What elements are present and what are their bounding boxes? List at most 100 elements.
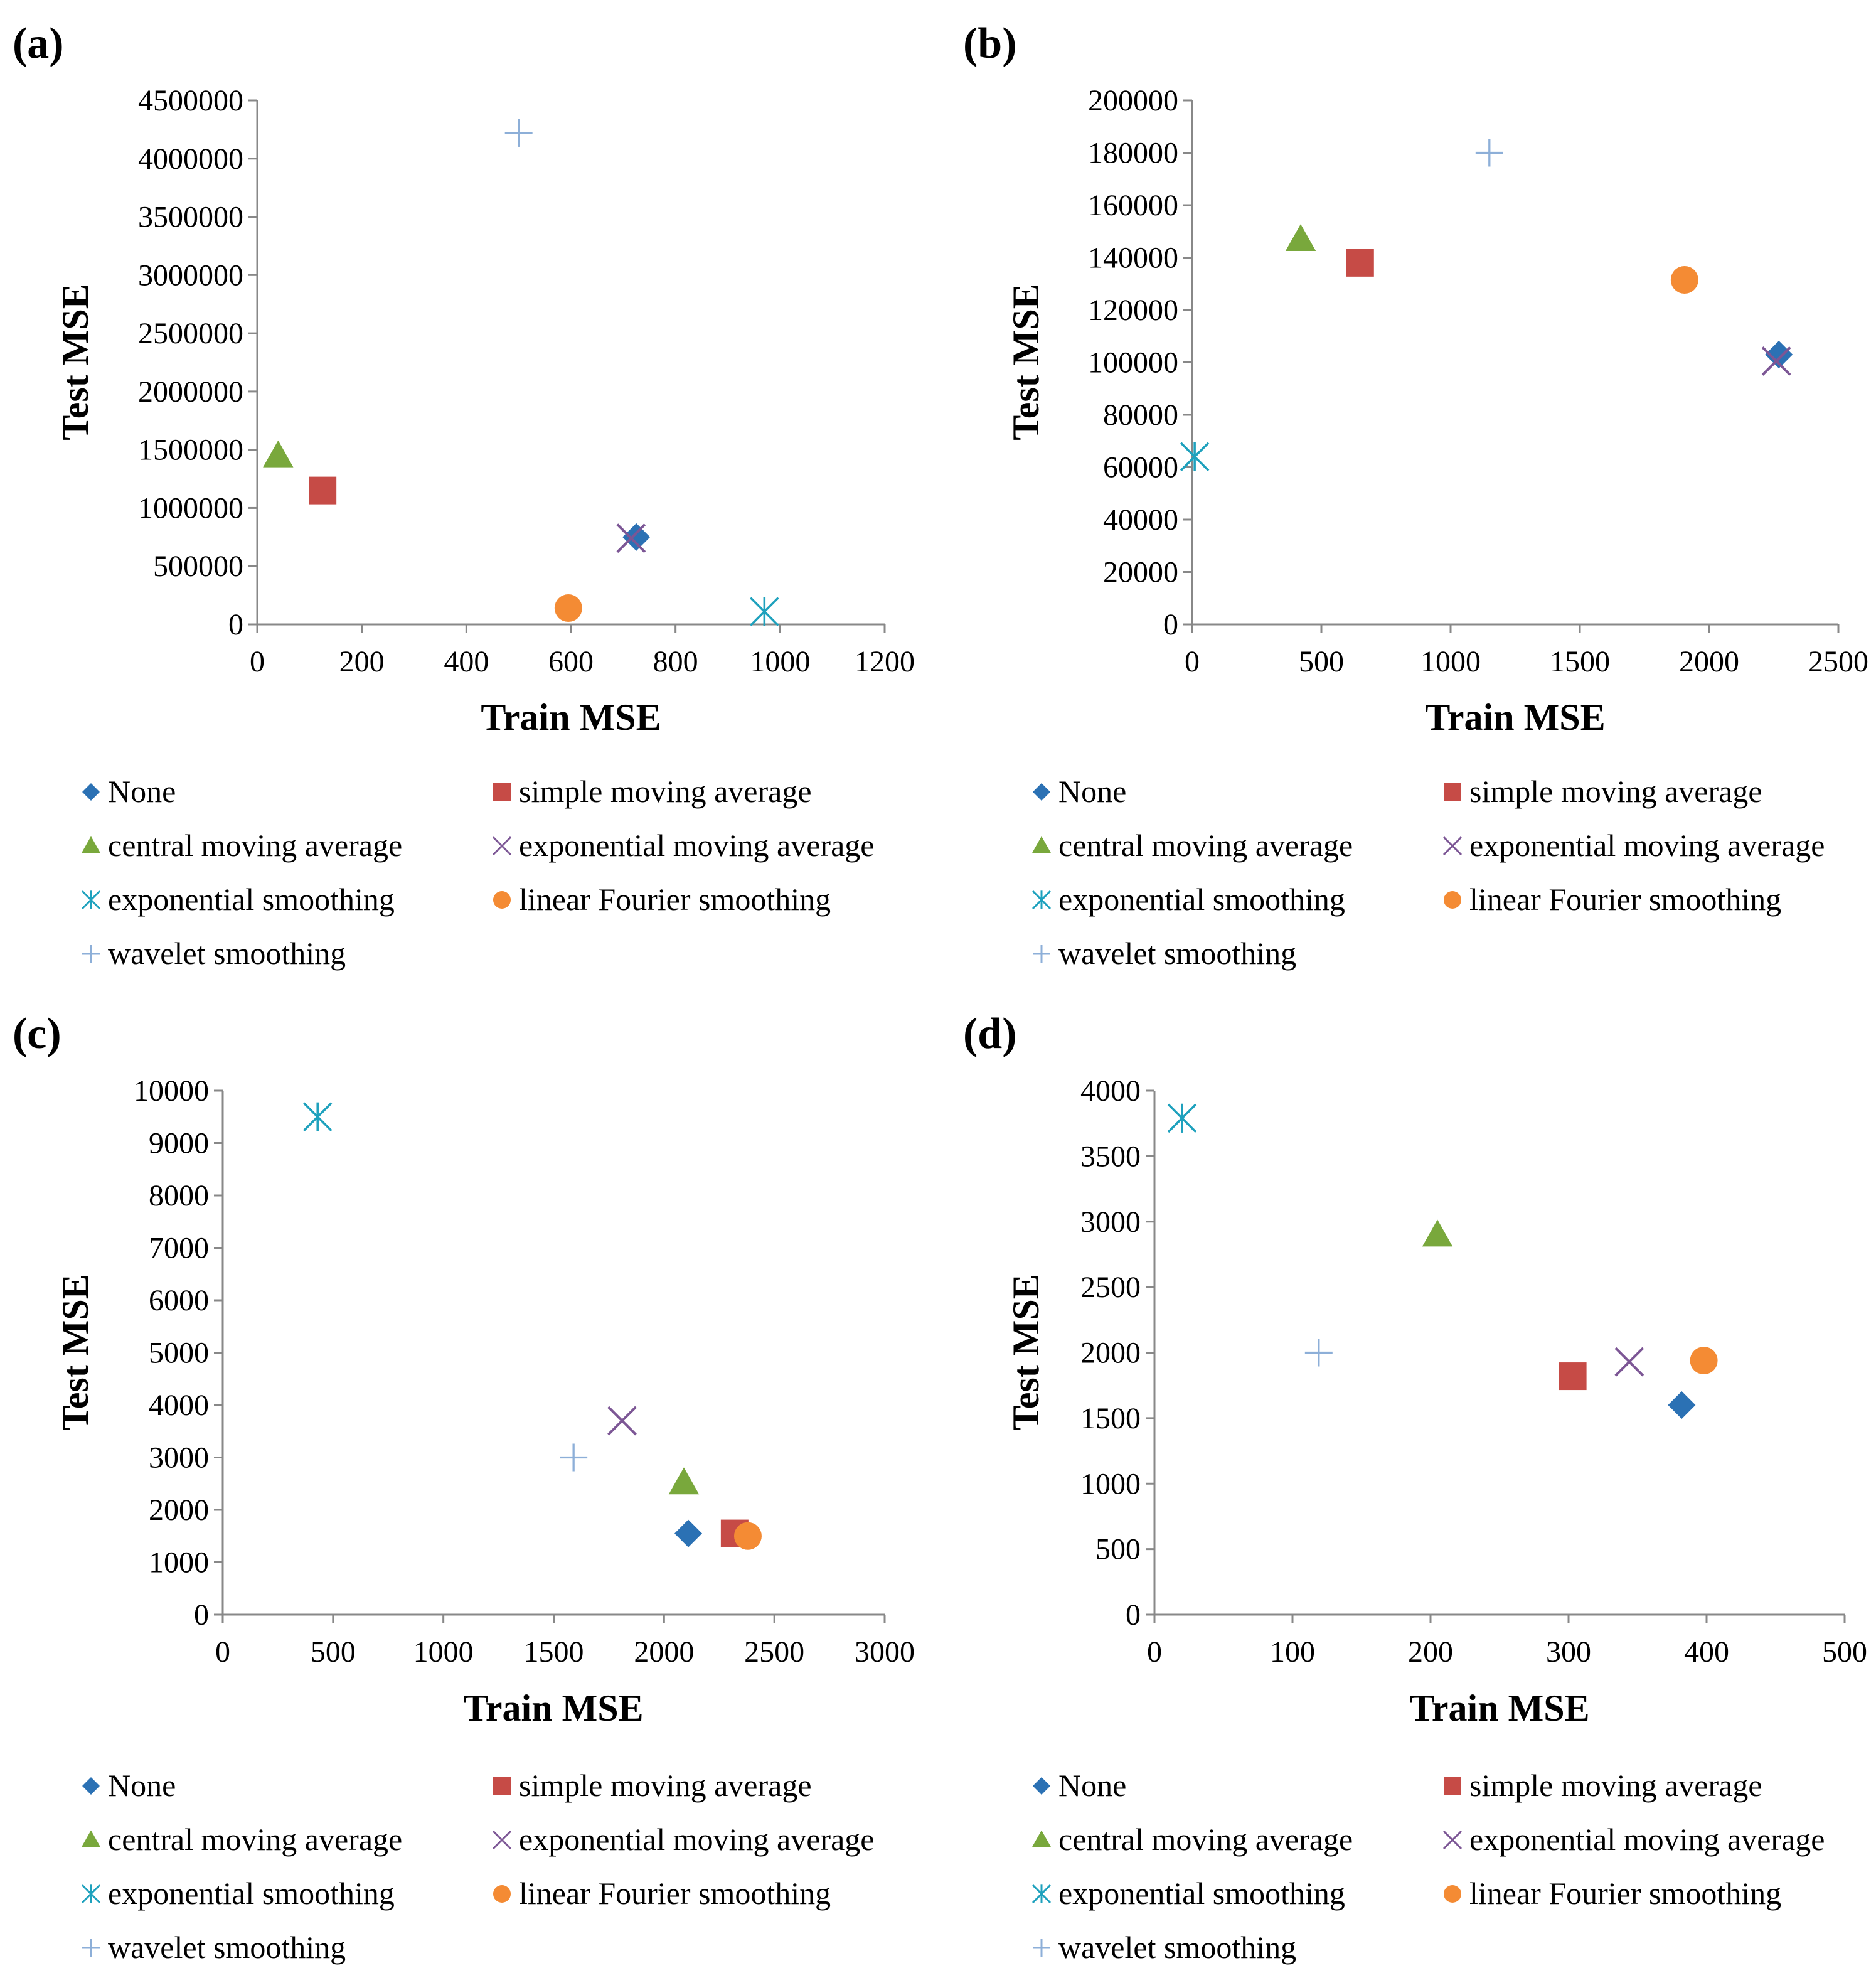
legend-label: central moving average — [108, 1822, 402, 1857]
y-tick-label: 7000 — [149, 1232, 209, 1265]
x-tick-label: 100 — [1270, 1635, 1315, 1669]
y-tick-label: 2000000 — [138, 375, 243, 409]
legend-item-none: None — [1033, 774, 1126, 809]
point-central-moving-average — [668, 1467, 700, 1495]
y-tick-label: 1000000 — [138, 491, 243, 525]
legend-label: exponential smoothing — [1058, 882, 1345, 917]
legend-item-none: None — [82, 774, 176, 809]
point-central-moving-average — [1422, 1219, 1453, 1247]
legend-marker-simple-moving-average — [1444, 783, 1461, 801]
panel-d-y-title: Test MSE — [1005, 1274, 1047, 1431]
y-tick-label: 120000 — [1088, 294, 1178, 327]
panel-b-legend: None simple moving average central moving … — [1031, 774, 1825, 971]
panel-c-letter: (c) — [13, 1010, 61, 1058]
x-tick-label: 1000 — [413, 1635, 474, 1669]
legend-marker-central-moving-average — [1031, 1830, 1052, 1847]
x-tick-label: 500 — [1822, 1635, 1867, 1669]
point-none — [622, 523, 651, 551]
y-tick-label: 10000 — [134, 1074, 209, 1108]
y-tick-label: 200000 — [1088, 84, 1178, 117]
panel-b-y-title: Test MSE — [1005, 284, 1047, 441]
legend-marker-wavelet-smoothing — [1033, 945, 1050, 963]
legend-item-central-moving-average: central moving average — [81, 828, 402, 863]
y-tick-label: 3500000 — [138, 201, 243, 234]
legend-marker-none — [1033, 783, 1050, 801]
panel-a-points — [263, 119, 779, 626]
legend-marker-none — [82, 1777, 100, 1795]
y-tick-label: 1000 — [1080, 1467, 1141, 1500]
panel-a-ticks: 0 200 400 600 800 1000 1200 0 500000 1000000 15000… — [138, 84, 915, 678]
point-exponential-smoothing — [1180, 442, 1210, 472]
legend-label: simple moving average — [519, 1768, 812, 1803]
y-tick-label: 4000 — [149, 1389, 209, 1422]
x-tick-label: 1200 — [855, 645, 915, 678]
panel-b: (b) 0 500 1000 1500 2000 2500 0 20000 40000 60000… — [963, 19, 1868, 971]
y-tick-label: 0 — [1126, 1598, 1141, 1632]
x-tick-label: 1500 — [524, 1635, 584, 1669]
panel-d-letter: (d) — [963, 1010, 1017, 1058]
point-wavelet-smoothing — [1304, 1339, 1333, 1367]
x-tick-label: 200 — [339, 645, 385, 678]
y-tick-label: 8000 — [149, 1179, 209, 1212]
legend-item-exponential-moving-average: exponential moving average — [1442, 828, 1825, 863]
y-tick-label: 1500000 — [138, 434, 243, 467]
point-simple-moving-average — [1559, 1362, 1587, 1391]
panel-c: (c) 0 500 1000 1500 2000 2500 3000 0 1000 2000 300… — [13, 1010, 915, 1965]
legend-label: simple moving average — [519, 774, 812, 809]
x-tick-label: 500 — [311, 1635, 356, 1669]
point-simple-moving-average — [309, 476, 337, 505]
point-exponential-smoothing — [1167, 1103, 1197, 1133]
legend-marker-wavelet-smoothing — [82, 1939, 100, 1957]
point-exponential-moving-average — [616, 523, 646, 553]
legend-item-linear-fourier-smoothing: linear Fourier smoothing — [1444, 1876, 1781, 1911]
panel-b-ticks: 0 500 1000 1500 2000 2500 0 20000 40000 60000 8000… — [1088, 84, 1868, 678]
legend-label: wavelet smoothing — [1058, 936, 1296, 971]
legend-marker-simple-moving-average — [493, 1777, 511, 1795]
x-tick-label: 3000 — [855, 1635, 915, 1669]
legend-marker-none — [1033, 1777, 1050, 1795]
panel-a-letter: (a) — [13, 19, 64, 68]
legend-marker-central-moving-average — [1031, 836, 1052, 853]
x-tick-label: 200 — [1408, 1635, 1453, 1669]
panel-c-legend: None simple moving average central moving … — [81, 1768, 874, 1965]
y-tick-label: 4500000 — [138, 84, 243, 117]
legend-label: central moving average — [1058, 828, 1353, 863]
y-tick-label: 1000 — [149, 1546, 209, 1579]
x-tick-label: 0 — [1185, 645, 1200, 678]
legend-label: wavelet smoothing — [108, 936, 346, 971]
legend-label: None — [1058, 774, 1126, 809]
y-tick-label: 20000 — [1103, 556, 1178, 589]
y-tick-label: 0 — [228, 608, 243, 641]
panel-c-ticks: 0 500 1000 1500 2000 2500 3000 0 1000 2000 3000 400… — [134, 1074, 915, 1669]
point-wavelet-smoothing — [504, 119, 533, 147]
legend-label: linear Fourier smoothing — [519, 1876, 831, 1911]
panel-d-x-title: Train MSE — [1409, 1687, 1589, 1729]
x-tick-label: 0 — [1147, 1635, 1162, 1669]
panel-d: (d) 0 100 200 300 400 500 0 500 1000 1500 2000 2500… — [963, 1010, 1867, 1965]
y-tick-label: 1500 — [1080, 1402, 1141, 1435]
legend-item-exponential-smoothing: exponential smoothing — [81, 1876, 395, 1911]
legend-label: None — [108, 774, 176, 809]
x-tick-label: 800 — [653, 645, 698, 678]
point-linear-fourier-smoothing — [1690, 1347, 1718, 1375]
point-linear-fourier-smoothing — [733, 1522, 762, 1550]
y-tick-label: 80000 — [1103, 398, 1178, 432]
y-tick-label: 4000000 — [138, 142, 243, 176]
legend-label: exponential smoothing — [108, 882, 395, 917]
legend-marker-exponential-moving-average — [1442, 1830, 1463, 1850]
y-tick-label: 500 — [1095, 1533, 1141, 1566]
legend-item-exponential-moving-average: exponential moving average — [492, 1822, 874, 1857]
y-tick-label: 9000 — [149, 1127, 209, 1160]
legend-item-linear-fourier-smoothing: linear Fourier smoothing — [1444, 882, 1781, 917]
panel-a-legend: None simple moving average central moving … — [81, 774, 874, 971]
y-tick-label: 5000 — [149, 1337, 209, 1370]
x-tick-label: 2000 — [634, 1635, 694, 1669]
x-tick-label: 600 — [548, 645, 594, 678]
legend-label: None — [1058, 1768, 1126, 1803]
point-central-moving-average — [263, 440, 294, 468]
legend-item-linear-fourier-smoothing: linear Fourier smoothing — [493, 1876, 831, 1911]
y-tick-label: 60000 — [1103, 451, 1178, 484]
panel-a-x-title: Train MSE — [481, 697, 661, 738]
panel-b-points — [1180, 139, 1793, 472]
legend-label: central moving average — [108, 828, 402, 863]
